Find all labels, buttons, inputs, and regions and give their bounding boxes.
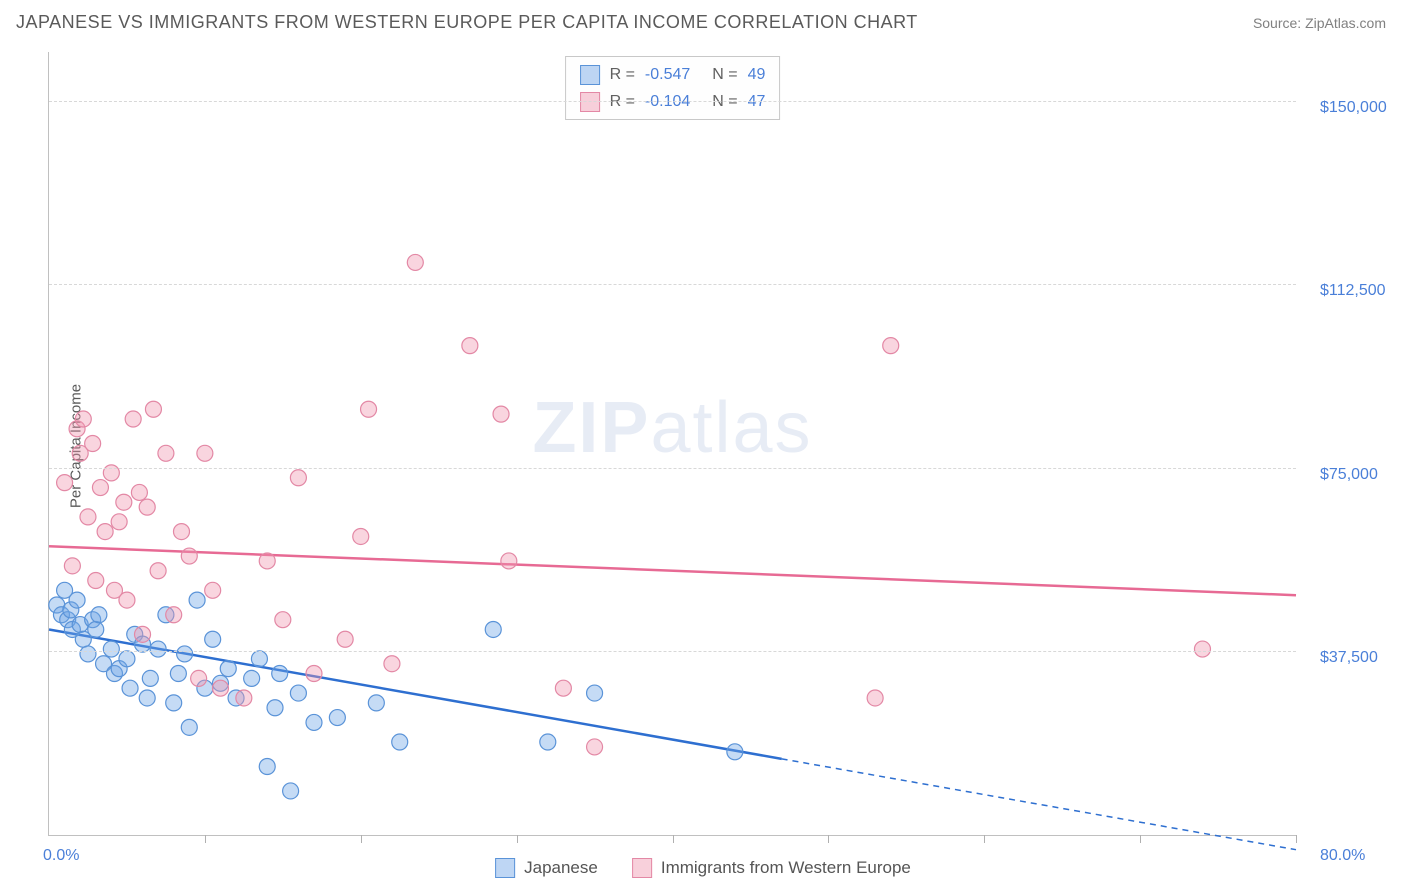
chart-source: Source: ZipAtlas.com xyxy=(1253,15,1386,31)
y-tick-label: $150,000 xyxy=(1320,99,1387,117)
y-tick-label: $37,500 xyxy=(1320,649,1378,667)
chart-title: JAPANESE VS IMMIGRANTS FROM WESTERN EURO… xyxy=(16,12,918,33)
y-tick-label: $112,500 xyxy=(1320,282,1386,300)
stats-row-0: R = -0.547 N = 49 xyxy=(580,61,766,88)
y-tick-label: $75,000 xyxy=(1320,466,1378,484)
x-tick-min: 0.0% xyxy=(43,847,79,865)
n-label: N = xyxy=(712,61,737,88)
swatch-pink-icon xyxy=(632,858,652,878)
legend-label: Immigrants from Western Europe xyxy=(661,858,911,878)
stats-legend: R = -0.547 N = 49 R = -0.104 N = 47 xyxy=(565,56,781,120)
legend-item-1: Immigrants from Western Europe xyxy=(632,858,911,878)
r-label: R = xyxy=(610,61,635,88)
chart-header: JAPANESE VS IMMIGRANTS FROM WESTERN EURO… xyxy=(0,0,1406,41)
n-value: 49 xyxy=(748,61,766,88)
scatter-svg xyxy=(49,52,1296,835)
swatch-blue-icon xyxy=(495,858,515,878)
r-value: -0.547 xyxy=(645,61,690,88)
legend-label: Japanese xyxy=(524,858,598,878)
swatch-blue-icon xyxy=(580,65,600,85)
x-tick-max: 80.0% xyxy=(1320,847,1365,865)
plot-area: ZIPatlas R = -0.547 N = 49 R = -0.104 N … xyxy=(48,52,1296,836)
legend-item-0: Japanese xyxy=(495,858,598,878)
series-legend: Japanese Immigrants from Western Europe xyxy=(495,858,911,878)
